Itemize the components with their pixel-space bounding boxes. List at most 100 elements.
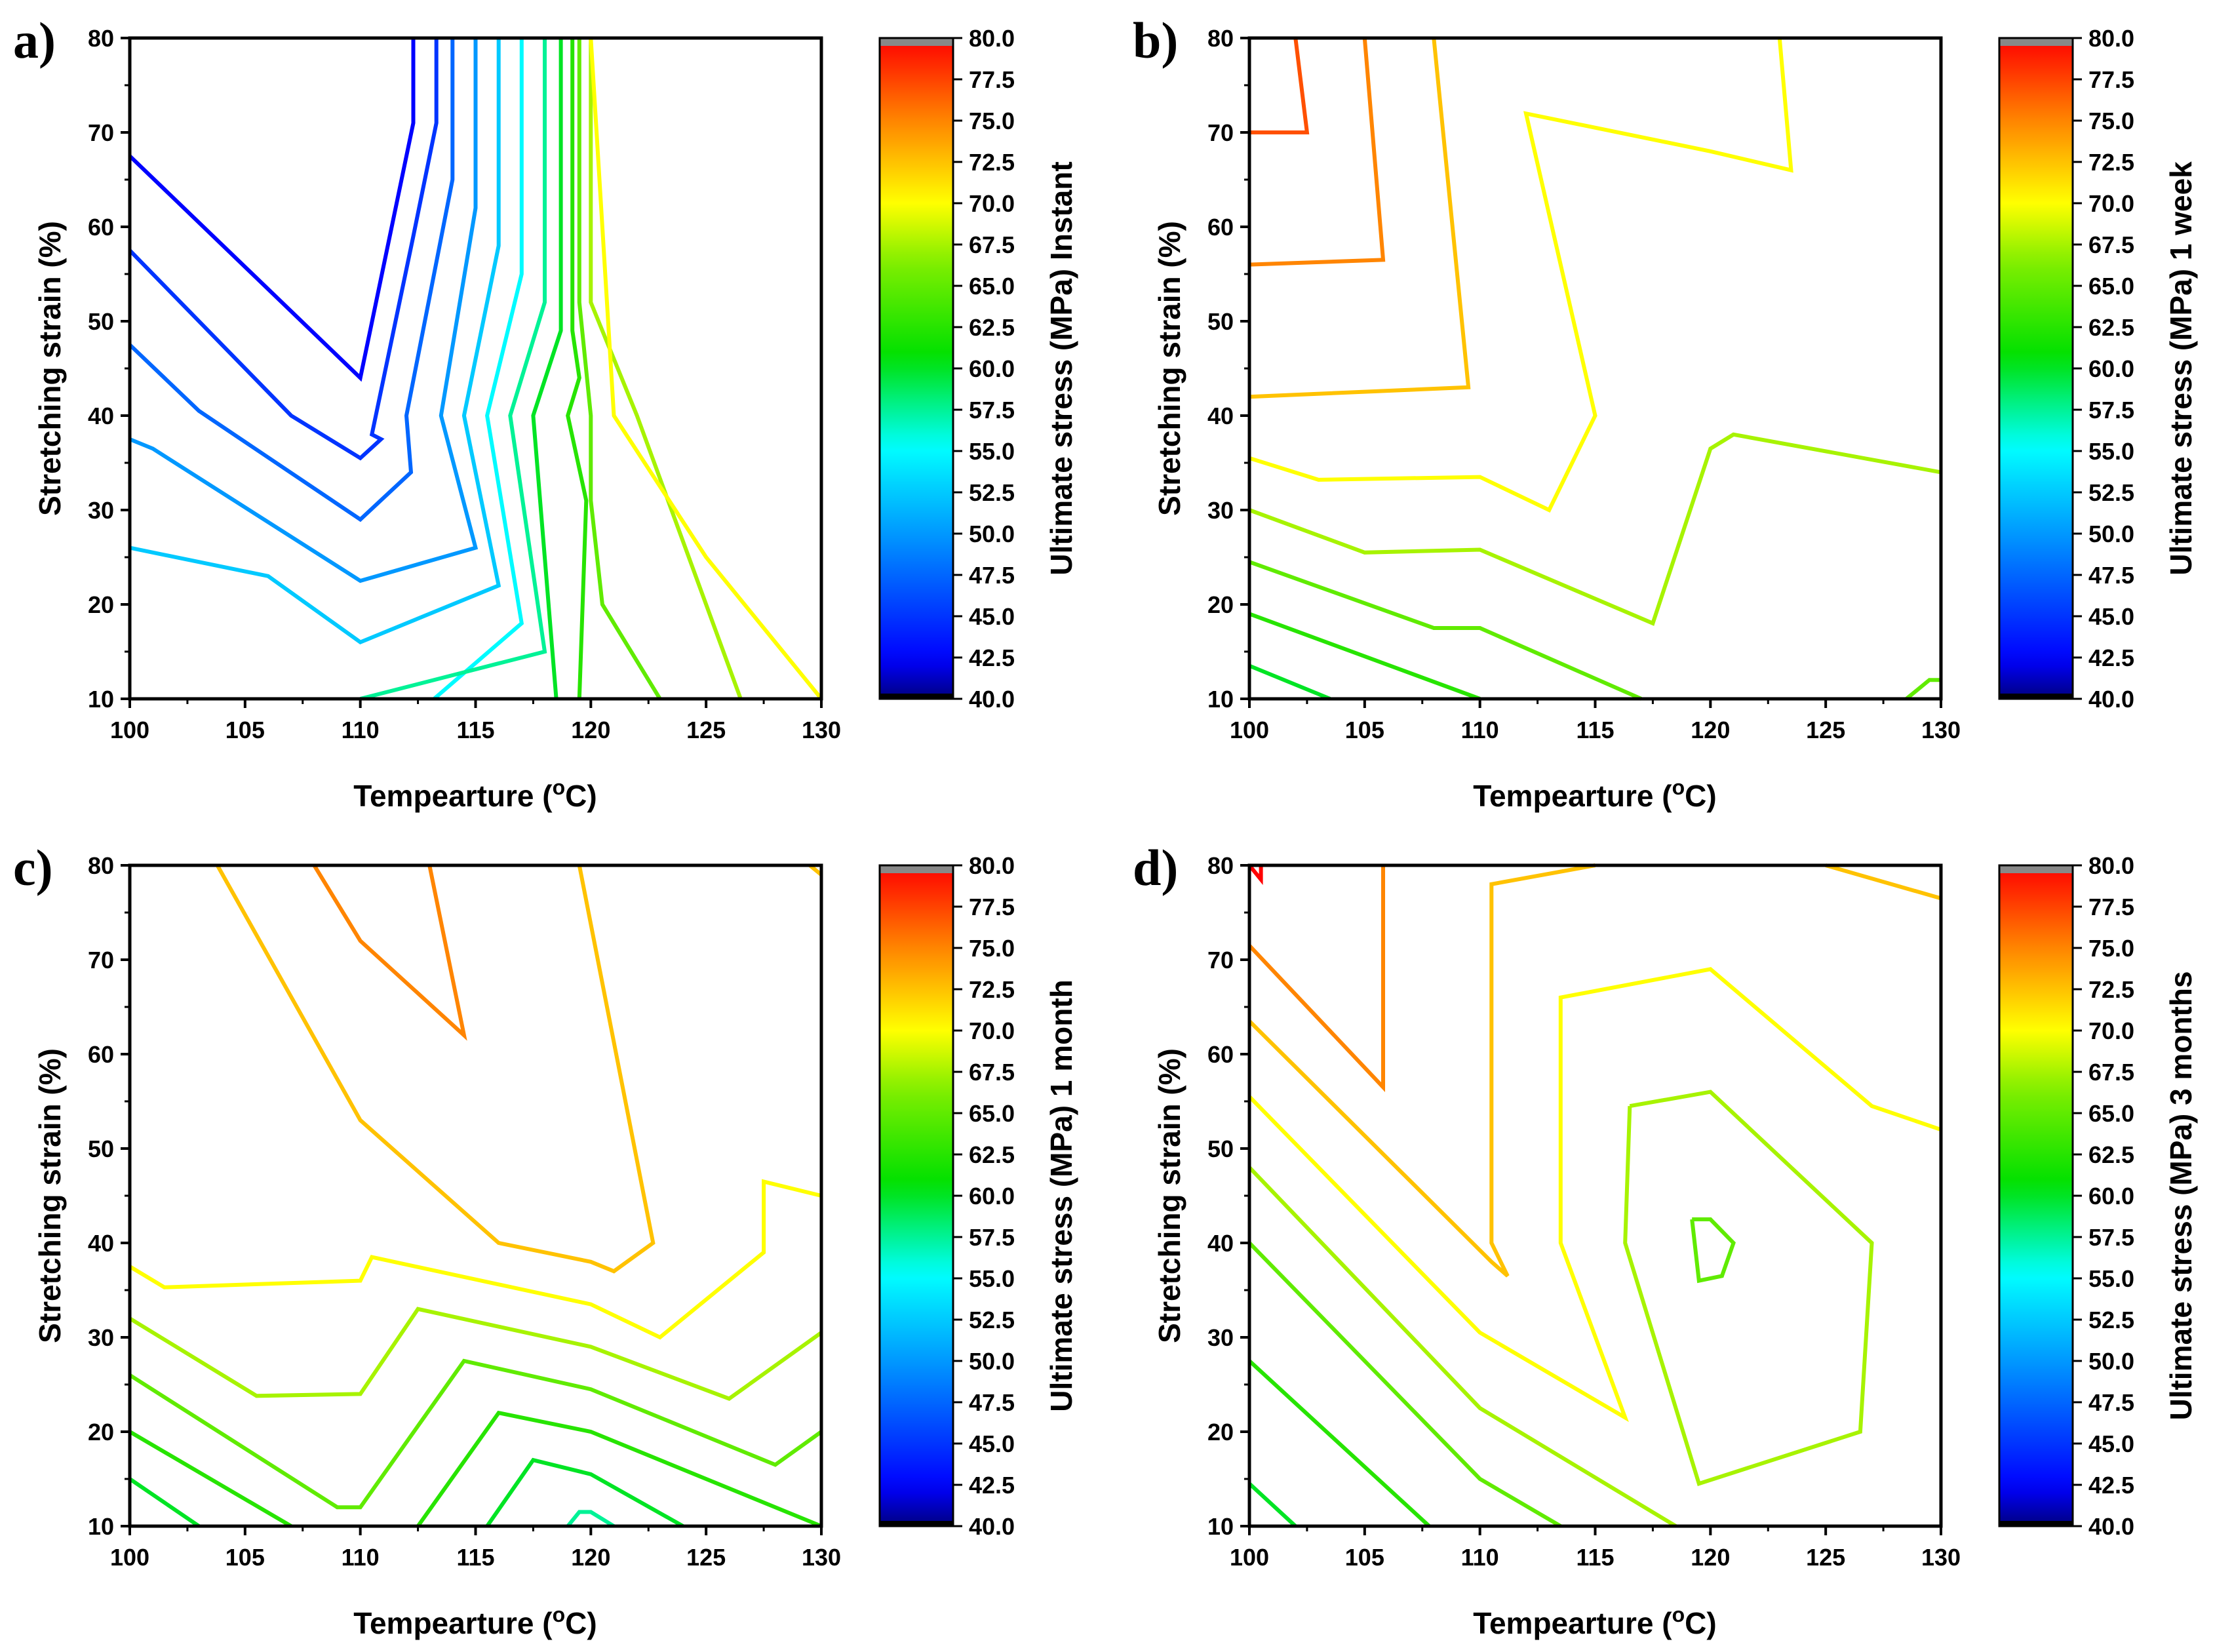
panel-a-contour-0 [128,38,416,382]
panel-d-contour-5 [1247,1166,1677,1528]
panel-c-colorbar-tick-label: 72.5 [969,976,1015,1003]
panel-a-colorbar-tick-label: 47.5 [969,562,1015,589]
panel-d-contour-1 [1247,865,1385,1092]
panel-c-x-tick-label: 130 [802,1544,841,1571]
panel-c-label: c) [13,839,53,896]
panel-a-contour-7 [531,38,563,699]
panel-b-x-tick-label: 115 [1576,717,1614,743]
panel-a-colorbar-tick-label: 80.0 [969,25,1015,52]
panel-c: c) 10 20 30 40 50 60 70 80 100 105 110 115 120 125 13… [13,839,1078,1640]
panel-a-y-tick-label: 50 [88,308,114,335]
panel-d-contour-4 [1247,967,1942,1423]
panel-c-x-tick-label: 110 [342,1544,380,1571]
panel-c-colorbar-tick-label: 57.5 [969,1224,1015,1251]
panel-a-y-tick-label: 70 [88,119,114,146]
panel-d-colorbar-tick-label: 67.5 [2088,1059,2134,1086]
panel-c-contour-7 [416,1410,823,1528]
panel-c-y-tick-label: 80 [88,852,114,879]
panel-c-colorbar-tick-label: 80.0 [969,852,1015,879]
panel-a-y-tick-label: 60 [88,214,114,241]
panel-b-x-tick-label: 125 [1806,717,1845,743]
panel-d-colorbar-bottom-cap [1999,1521,2073,1526]
panel-d-y-axis-label: Stretching strain (%) [1152,1048,1186,1343]
panel-d-colorbar-tick-label: 72.5 [2088,976,2134,1003]
panel-c-y-tick-label: 50 [88,1135,114,1162]
panel-c-contour-0 [312,864,467,1041]
panel-a-y-tick-label: 20 [88,591,114,618]
panel-c-y-axis-label: Stretching strain (%) [33,1048,67,1343]
panel-c-x-tick-label: 105 [225,1544,265,1571]
panel-a-x-tick-label: 115 [456,717,494,743]
panel-d-colorbar-tick-label: 40.0 [2088,1513,2134,1540]
panel-b-x-tick-label: 100 [1230,717,1269,743]
panel-d-contour-0 [1247,864,1263,886]
panel-c-colorbar-tick-label: 40.0 [969,1513,1015,1540]
panel-d-colorbar-tick-label: 45.0 [2088,1430,2134,1457]
panel-b-colorbar-tick-label: 52.5 [2088,479,2134,506]
panel-c-y-tick-label: 60 [88,1041,114,1068]
panel-b-colorbar-bottom-cap [1999,694,2073,699]
panel-a-colorbar-gradient [880,38,953,699]
panel-a-x-tick-label: 105 [225,717,265,743]
panel-d-y-tick-label: 20 [1207,1419,1234,1446]
panel-d-contours [1247,863,1942,1528]
panel-a-contour-3 [128,38,479,583]
panel-d-contour-2 [1247,863,1596,1278]
panel-d-plot-frame [1247,863,1943,1528]
panel-d-y-tick-label: 30 [1207,1324,1234,1351]
panel-c-colorbar-tick-label: 42.5 [969,1472,1015,1499]
panel-b-contour-4 [1248,432,1942,626]
panel-c-contours [128,863,823,1528]
panel-a-contour-4 [129,38,501,645]
panel-a-contour-6 [359,38,547,701]
panel-a-x-tick-label: 100 [110,717,149,743]
panel-c-contour-9 [485,1457,684,1528]
panel-a-colorbar-tick-label: 77.5 [969,66,1015,93]
panel-b-y-tick-label: 50 [1207,308,1234,335]
panel-d-contour-3 [1825,863,1942,901]
panel-d-colorbar-gradient [1999,865,2073,1526]
panel-a-colorbar-tick-label: 65.0 [969,273,1015,300]
panel-d-x-tick-label: 130 [1921,1544,1961,1571]
panel-c-colorbar-top-cap [880,865,953,873]
panel-b-y-tick-label: 30 [1207,497,1234,524]
panel-c-contour-10 [566,1510,616,1528]
panel-d: d) 10 20 30 40 50 60 70 80 100 105 110 115 120 125 13… [1133,839,2198,1640]
panel-c-x-tick-label: 125 [686,1544,726,1571]
panel-b-y-tick-label: 80 [1207,25,1234,52]
panel-a-x-tick-label: 110 [342,717,380,743]
panel-d-colorbar-top-cap [1999,865,2073,873]
panel-b-y-axis-label: Stretching strain (%) [1152,221,1186,516]
panel-d-y-tick-label: 70 [1207,947,1234,974]
panel-b-x-tick-label: 110 [1461,717,1499,743]
panel-d-colorbar-label: Ultimate stress (MPa) 3 months [2164,971,2198,1420]
panel-a-contour-9 [577,38,662,700]
panel-a-y-tick-label: 80 [88,25,114,52]
panel-c-colorbar-label: Ultimate stress (MPa) 1 month [1044,979,1078,1411]
panel-b-colorbar-tick-label: 42.5 [2088,644,2134,671]
panel-a-colorbar-tick-label: 75.0 [969,108,1015,134]
panel-c-contour-5 [128,1358,823,1510]
panel-d-colorbar-tick-label: 77.5 [2088,894,2134,920]
panel-b-colorbar-top-cap [1999,38,2073,46]
panel-b-colorbar-label: Ultimate stress (MPa) 1 week [2164,161,2198,576]
panel-a-label: a) [13,12,56,69]
panel-b-colorbar-tick-label: 62.5 [2088,314,2134,341]
panel-b-colorbar-tick-label: 47.5 [2088,562,2134,589]
panel-a-contour-10 [589,38,743,700]
panel-c-plot-frame [128,863,823,1528]
panel-a-colorbar-top-cap [880,38,953,46]
panel-d-contour-6 [1623,1090,1874,1486]
panel-d-y-tick-label: 10 [1207,1513,1234,1540]
panel-a-x-tick-label: 130 [802,717,841,743]
panel-b-colorbar-tick-label: 40.0 [2088,686,2134,713]
panel-a-y-tick-label: 40 [88,403,114,429]
panel-c-x-tick-label: 115 [456,1544,494,1571]
panel-c-contour-3 [128,1179,822,1340]
panel-c-colorbar-tick-label: 52.5 [969,1307,1015,1333]
panel-b-contour-2 [1249,37,1471,399]
panel-a-contour-2 [128,38,455,522]
panel-d-colorbar-tick-label: 47.5 [2088,1389,2134,1416]
panel-c-colorbar-tick-label: 60.0 [969,1183,1015,1210]
